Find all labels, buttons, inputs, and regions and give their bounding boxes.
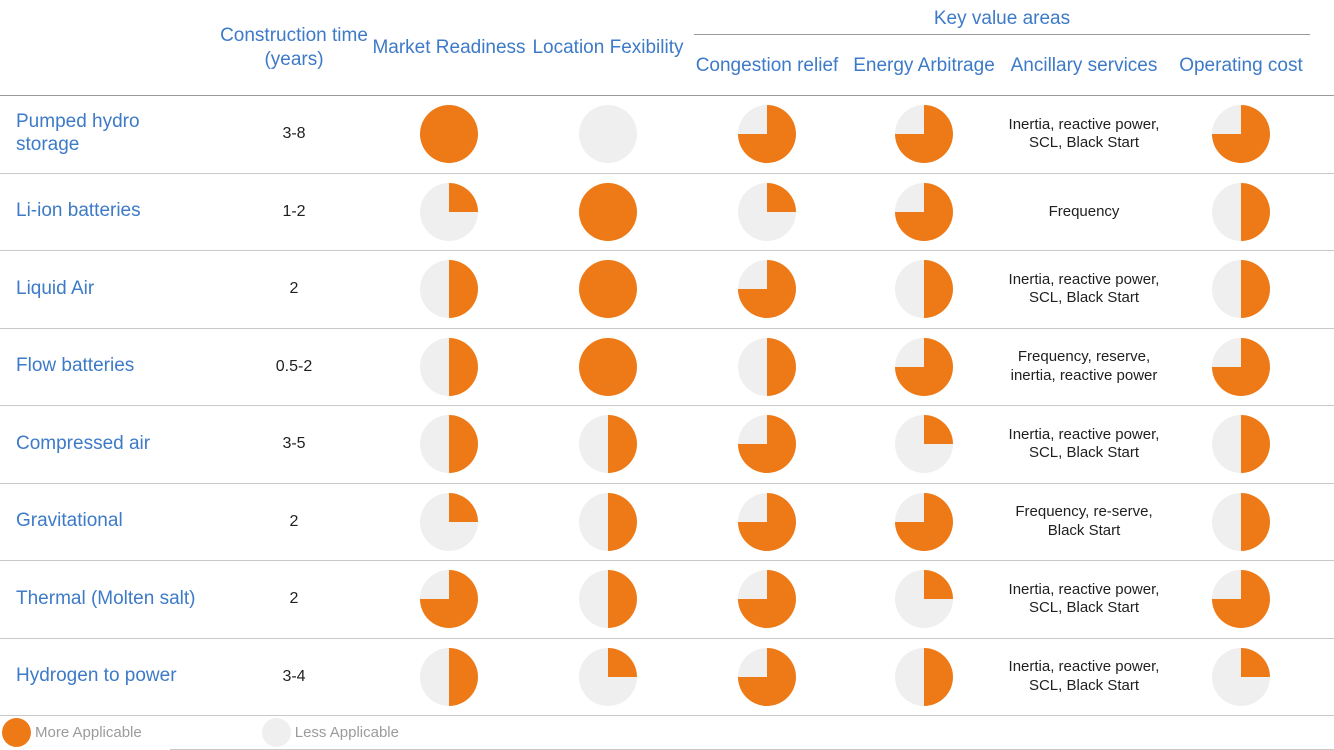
congestion-relief-pie (738, 647, 796, 706)
market-readiness-pie (420, 182, 478, 241)
construction-time-value: 1-2 (282, 202, 306, 220)
construction-time-value: 3-5 (282, 435, 306, 453)
row-label: Flow batteries (16, 355, 135, 377)
location-flexibility-pie (579, 182, 637, 241)
table-body: Pumped hydro storage 3-8 Inertia, reacti… (0, 96, 1334, 716)
location-flexibility-pie (579, 415, 637, 474)
legend: More Applicable Less Applicable (0, 716, 1334, 749)
congestion-relief-pie (738, 415, 796, 474)
energy-arbitrage-pie (895, 570, 953, 629)
location-flexibility-pie (579, 260, 637, 319)
location-flexibility-pie (579, 570, 637, 629)
header-location-flexibility: Location Fexibility (532, 36, 684, 58)
location-flexibility-pie (579, 647, 637, 706)
construction-time-value: 3-8 (282, 125, 306, 143)
congestion-relief-pie (738, 260, 796, 319)
table-row: Compressed air 3-5 Inertia, reactive pow… (0, 406, 1334, 484)
table-row: Liquid Air 2 Inertia, reactive power, SC… (0, 251, 1334, 329)
header-row-label-spacer (0, 0, 218, 95)
operating-cost-pie (1212, 647, 1270, 706)
construction-time-value: 3-4 (282, 667, 306, 685)
energy-arbitrage-pie (895, 492, 953, 551)
operating-cost-pie (1212, 492, 1270, 551)
legend-less-applicable: Less Applicable (142, 718, 399, 747)
row-label: Compressed air (16, 432, 151, 454)
construction-time-value: 2 (289, 512, 299, 530)
congestion-relief-pie (738, 182, 796, 241)
operating-cost-pie (1212, 337, 1270, 396)
ancillary-services-text: Frequency, reserve, inertia, reactive po… (1010, 348, 1158, 384)
table-row: Flow batteries 0.5-2 Frequency, reserve,… (0, 329, 1334, 406)
row-label: Thermal (Molten salt) (16, 587, 196, 609)
construction-time-value: 2 (289, 590, 299, 608)
operating-cost-pie (1212, 105, 1270, 164)
table-row: Gravitational 2 Frequency, re-serve, Bla… (0, 484, 1334, 561)
ancillary-services-text: Inertia, reactive power, SCL, Black Star… (1008, 270, 1160, 307)
operating-cost-pie (1212, 260, 1270, 319)
table-row: Thermal (Molten salt) 2 Inertia, reactiv… (0, 561, 1334, 639)
operating-cost-pie (1212, 570, 1270, 629)
header-congestion-relief: Congestion relief (695, 55, 839, 77)
header-ancillary-services: Ancillary services (1010, 55, 1158, 77)
location-flexibility-pie (579, 492, 637, 551)
market-readiness-pie (420, 105, 478, 164)
legend-less-label: Less Applicable (294, 724, 399, 741)
legend-more-label: More Applicable (35, 724, 142, 741)
operating-cost-pie (1212, 182, 1270, 241)
table-header: Construction time (years) Market Readine… (0, 0, 1334, 96)
location-flexibility-pie (579, 337, 637, 396)
congestion-relief-pie (738, 570, 796, 629)
ancillary-services-text: Inertia, reactive power, SCL, Black Star… (1008, 658, 1160, 694)
construction-time-value: 2 (289, 280, 299, 298)
header-market-readiness: Market Readiness (372, 36, 526, 58)
market-readiness-pie (420, 647, 478, 706)
row-label: Pumped hydro storage (16, 111, 140, 156)
ancillary-services-text: Inertia, reactive power, SCL, Black Star… (1008, 115, 1160, 152)
header-key-value-areas-group: Key value areas Congestion relief Energy… (688, 0, 1316, 95)
market-readiness-pie (420, 492, 478, 551)
market-readiness-pie (420, 337, 478, 396)
congestion-relief-pie (738, 337, 796, 396)
table-row: Li-ion batteries 1-2 Frequency (0, 174, 1334, 251)
congestion-relief-pie (738, 105, 796, 164)
table-row: Hydrogen to power 3-4 Inertia, reactive … (0, 639, 1334, 716)
row-label: Liquid Air (16, 277, 95, 299)
more-applicable-dot-icon (2, 718, 31, 747)
ancillary-services-text: Frequency (1048, 202, 1120, 220)
table-row: Pumped hydro storage 3-8 Inertia, reacti… (0, 96, 1334, 174)
operating-cost-pie (1212, 415, 1270, 474)
market-readiness-pie (420, 415, 478, 474)
location-flexibility-pie (579, 105, 637, 164)
less-applicable-dot-icon (261, 718, 291, 747)
construction-time-value: 0.5-2 (275, 357, 313, 375)
row-label: Hydrogen to power (16, 665, 177, 687)
congestion-relief-pie (738, 492, 796, 551)
energy-arbitrage-pie (895, 415, 953, 474)
ancillary-services-text: Inertia, reactive power, SCL, Black Star… (1008, 580, 1160, 617)
market-readiness-pie (420, 570, 478, 629)
header-construction-time: Construction time (years) (220, 24, 368, 70)
market-readiness-pie (420, 260, 478, 319)
legend-more-applicable: More Applicable (2, 718, 142, 747)
row-label: Gravitational (16, 510, 123, 532)
header-key-value-areas: Key value areas (694, 0, 1310, 35)
energy-arbitrage-pie (895, 647, 953, 706)
row-label: Li-ion batteries (16, 200, 141, 222)
energy-arbitrage-pie (895, 260, 953, 319)
energy-arbitrage-pie (895, 337, 953, 396)
header-energy-arbitrage: Energy Arbitrage (853, 55, 995, 77)
energy-arbitrage-pie (895, 182, 953, 241)
header-operating-cost: Operating cost (1179, 55, 1303, 77)
ancillary-services-text: Inertia, reactive power, SCL, Black Star… (1008, 425, 1160, 462)
ancillary-services-text: Frequency, re-serve, Black Start (1015, 503, 1153, 539)
energy-arbitrage-pie (895, 105, 953, 164)
